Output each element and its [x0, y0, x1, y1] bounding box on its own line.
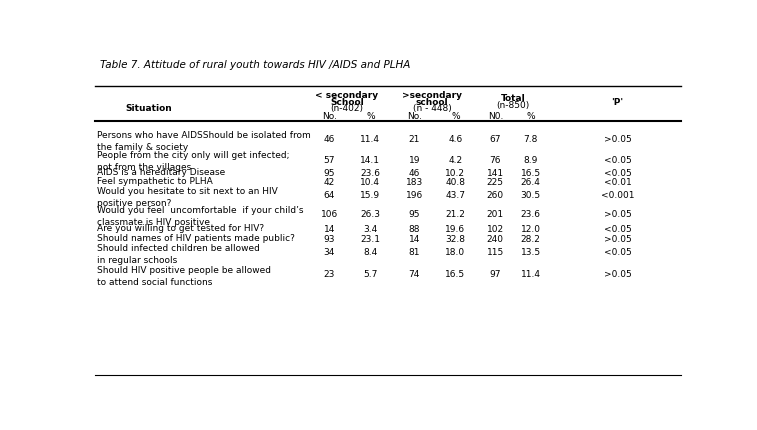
Text: 240: 240 [487, 234, 504, 243]
Text: 97: 97 [490, 270, 501, 279]
Text: 260: 260 [487, 191, 504, 200]
Text: 3.4: 3.4 [363, 225, 378, 234]
Text: Should names of HIV patients made public?: Should names of HIV patients made public… [97, 233, 294, 242]
Text: 196: 196 [406, 191, 423, 200]
Text: 13.5: 13.5 [521, 247, 540, 256]
Text: Should HIV positive people be allowed
to attend social functions: Should HIV positive people be allowed to… [97, 265, 271, 286]
Text: < secondary: < secondary [316, 91, 378, 100]
Text: <0.001: <0.001 [601, 191, 634, 200]
Text: Situation: Situation [125, 104, 172, 113]
Text: Total: Total [500, 94, 525, 103]
Text: 40.8: 40.8 [445, 178, 466, 187]
Text: Would you feel  uncomfortable  if your child’s
classmate is HIV positive: Would you feel uncomfortable if your chi… [97, 206, 304, 227]
Text: %: % [451, 111, 459, 120]
Text: <0.05: <0.05 [604, 247, 632, 256]
Text: Table 7. Attitude of rural youth towards HIV /AIDS and PLHA: Table 7. Attitude of rural youth towards… [101, 60, 411, 70]
Text: 'P': 'P' [611, 98, 623, 106]
Text: 225: 225 [487, 178, 504, 187]
Text: 67: 67 [490, 135, 501, 144]
Text: N0.: N0. [488, 111, 503, 120]
Text: >secondary: >secondary [402, 91, 462, 100]
Text: <0.05: <0.05 [604, 225, 632, 234]
Text: 23.6: 23.6 [521, 210, 540, 219]
Text: 5.7: 5.7 [363, 270, 378, 279]
Text: (n-402): (n-402) [330, 104, 363, 113]
Text: 11.4: 11.4 [521, 270, 540, 279]
Text: %: % [366, 111, 375, 120]
Text: 106: 106 [321, 210, 338, 219]
Text: %: % [526, 111, 535, 120]
Text: 16.5: 16.5 [445, 270, 466, 279]
Text: 28.2: 28.2 [521, 234, 540, 243]
Text: school: school [416, 98, 448, 106]
Text: Persons who have AIDSShould be isolated from
the family & society: Persons who have AIDSShould be isolated … [97, 130, 310, 151]
Text: 46: 46 [323, 135, 335, 144]
Text: 14: 14 [323, 225, 335, 234]
Text: 21.2: 21.2 [445, 210, 466, 219]
Text: <0.01: <0.01 [604, 178, 632, 187]
Text: No.: No. [322, 111, 337, 120]
Text: 26.3: 26.3 [360, 210, 380, 219]
Text: 18.0: 18.0 [445, 247, 466, 256]
Text: 14.1: 14.1 [360, 155, 380, 164]
Text: 19: 19 [409, 155, 420, 164]
Text: 183: 183 [406, 178, 423, 187]
Text: AIDS is a hereditary Disease: AIDS is a hereditary Disease [97, 167, 226, 176]
Text: 95: 95 [323, 169, 335, 178]
Text: >0.05: >0.05 [604, 270, 632, 279]
Text: 10.4: 10.4 [360, 178, 380, 187]
Text: 34: 34 [323, 247, 335, 256]
Text: (n - 448): (n - 448) [413, 104, 451, 113]
Text: People from the city only will get infected;
not from the villages: People from the city only will get infec… [97, 151, 289, 172]
Text: Would you hesitate to sit next to an HIV
positive person?: Would you hesitate to sit next to an HIV… [97, 187, 278, 208]
Text: 11.4: 11.4 [360, 135, 380, 144]
Text: 15.9: 15.9 [360, 191, 381, 200]
Text: 201: 201 [487, 210, 504, 219]
Text: 57: 57 [323, 155, 335, 164]
Text: 8.9: 8.9 [523, 155, 537, 164]
Text: 23: 23 [323, 270, 335, 279]
Text: 42: 42 [324, 178, 335, 187]
Text: 4.6: 4.6 [448, 135, 463, 144]
Text: <0.05: <0.05 [604, 169, 632, 178]
Text: 141: 141 [487, 169, 504, 178]
Text: 43.7: 43.7 [445, 191, 466, 200]
Text: (n-850): (n-850) [497, 101, 530, 110]
Text: 115: 115 [487, 247, 504, 256]
Text: 21: 21 [409, 135, 420, 144]
Text: 76: 76 [490, 155, 501, 164]
Text: 14: 14 [409, 234, 420, 243]
Text: No.: No. [407, 111, 422, 120]
Text: 64: 64 [323, 191, 335, 200]
Text: 10.2: 10.2 [445, 169, 466, 178]
Text: Are you willing to get tested for HIV?: Are you willing to get tested for HIV? [97, 224, 264, 233]
Text: School: School [330, 98, 364, 106]
Text: 4.2: 4.2 [448, 155, 463, 164]
Text: 32.8: 32.8 [445, 234, 466, 243]
Text: 23.6: 23.6 [360, 169, 380, 178]
Text: 16.5: 16.5 [521, 169, 540, 178]
Text: 23.1: 23.1 [360, 234, 380, 243]
Text: 74: 74 [409, 270, 420, 279]
Text: 88: 88 [409, 225, 420, 234]
Text: 102: 102 [487, 225, 504, 234]
Text: 7.8: 7.8 [523, 135, 537, 144]
Text: Should infected children be allowed
in regular schools: Should infected children be allowed in r… [97, 243, 260, 264]
Text: 81: 81 [409, 247, 420, 256]
Text: >0.05: >0.05 [604, 210, 632, 219]
Text: >0.05: >0.05 [604, 234, 632, 243]
Text: 26.4: 26.4 [521, 178, 540, 187]
Text: 19.6: 19.6 [445, 225, 466, 234]
Text: >0.05: >0.05 [604, 135, 632, 144]
Text: 8.4: 8.4 [363, 247, 378, 256]
Text: <0.05: <0.05 [604, 155, 632, 164]
Text: 95: 95 [409, 210, 420, 219]
Text: Feel sympathetic to PLHA: Feel sympathetic to PLHA [97, 177, 213, 186]
Text: 93: 93 [323, 234, 335, 243]
Text: 46: 46 [409, 169, 420, 178]
Text: 12.0: 12.0 [521, 225, 540, 234]
Text: 30.5: 30.5 [521, 191, 540, 200]
